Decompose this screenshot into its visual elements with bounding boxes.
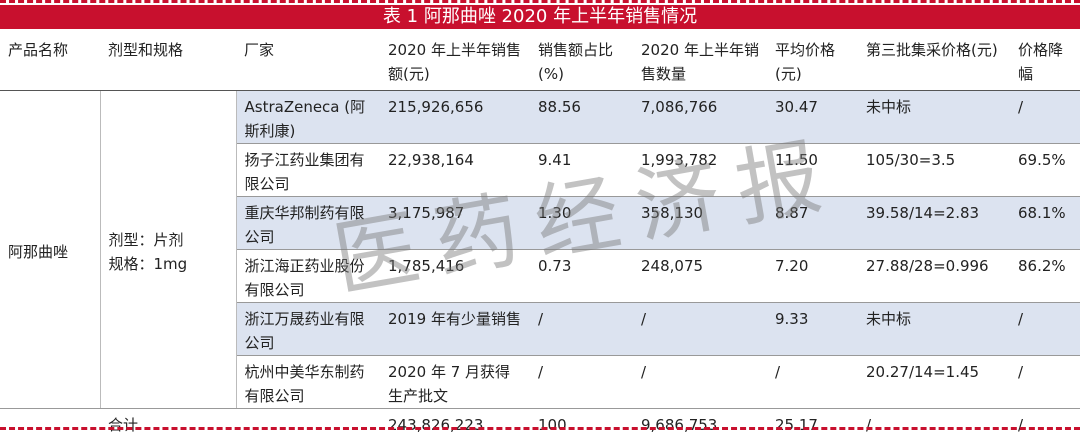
header-cell: 第三批集采价格(元) <box>858 34 1010 91</box>
table-cell: 3,175,987 <box>380 197 530 250</box>
table-cell: 86.2% <box>1010 250 1080 303</box>
table-cell: 105/30=3.5 <box>858 144 1010 197</box>
table-cell: / <box>1010 303 1080 356</box>
table-cell: 248,075 <box>633 250 767 303</box>
table-cell: 7,086,766 <box>633 91 767 144</box>
top-border <box>0 0 1080 3</box>
table-cell: 1,993,782 <box>633 144 767 197</box>
table-cell: 11.50 <box>767 144 858 197</box>
table-cell: / <box>767 356 858 409</box>
header-cell: 2020 年上半年销售额(元) <box>380 34 530 91</box>
table-cell: / <box>1010 356 1080 409</box>
header-cell: 平均价格(元) <box>767 34 858 91</box>
table-title: 表 1 阿那曲唑 2020 年上半年销售情况 <box>0 5 1080 29</box>
table-cell: / <box>530 356 633 409</box>
table-cell: 9.41 <box>530 144 633 197</box>
header-cell: 剂型和规格 <box>100 34 236 91</box>
header-cell: 厂家 <box>236 34 380 91</box>
product-cell: 阿那曲唑 <box>0 91 100 409</box>
table-cell: 扬子江药业集团有限公司 <box>236 144 380 197</box>
table-cell: 88.56 <box>530 91 633 144</box>
spec-line: 剂型：片剂 <box>109 228 230 252</box>
table-cell: AstraZeneca (阿斯利康) <box>236 91 380 144</box>
header-cell: 2020 年上半年销售数量 <box>633 34 767 91</box>
table-cell: 重庆华邦制药有限公司 <box>236 197 380 250</box>
table-cell: 9.33 <box>767 303 858 356</box>
table-cell: 30.47 <box>767 91 858 144</box>
table-cell: / <box>530 303 633 356</box>
table-cell: 未中标 <box>858 303 1010 356</box>
table-cell: 2019 年有少量销售 <box>380 303 530 356</box>
table-cell: / <box>1010 91 1080 144</box>
table-cell: 1.30 <box>530 197 633 250</box>
table-cell: 0.73 <box>530 250 633 303</box>
table-cell: 20.27/14=1.45 <box>858 356 1010 409</box>
table-cell: 22,938,164 <box>380 144 530 197</box>
table-cell: 杭州中美华东制药有限公司 <box>236 356 380 409</box>
header-cell: 产品名称 <box>0 34 100 91</box>
bottom-border <box>0 427 1080 430</box>
table-cell: 68.1% <box>1010 197 1080 250</box>
header-cell: 销售额占比(%) <box>530 34 633 91</box>
table-cell: 215,926,656 <box>380 91 530 144</box>
table-cell: 浙江海正药业股份有限公司 <box>236 250 380 303</box>
table-cell: 39.58/14=2.83 <box>858 197 1010 250</box>
spec-cell: 剂型：片剂规格：1mg <box>100 91 236 409</box>
table-cell: 358,130 <box>633 197 767 250</box>
table-cell: 69.5% <box>1010 144 1080 197</box>
table-cell: / <box>633 356 767 409</box>
table-cell: 1,785,416 <box>380 250 530 303</box>
table-cell: / <box>633 303 767 356</box>
table-cell: 2020 年 7 月获得生产批文 <box>380 356 530 409</box>
table-cell: 7.20 <box>767 250 858 303</box>
table-cell: 未中标 <box>858 91 1010 144</box>
header-cell: 价格降幅 <box>1010 34 1080 91</box>
table-cell: 浙江万晟药业有限公司 <box>236 303 380 356</box>
table-cell: 27.88/28=0.996 <box>858 250 1010 303</box>
spec-line: 规格：1mg <box>109 252 230 276</box>
table-cell: 8.87 <box>767 197 858 250</box>
